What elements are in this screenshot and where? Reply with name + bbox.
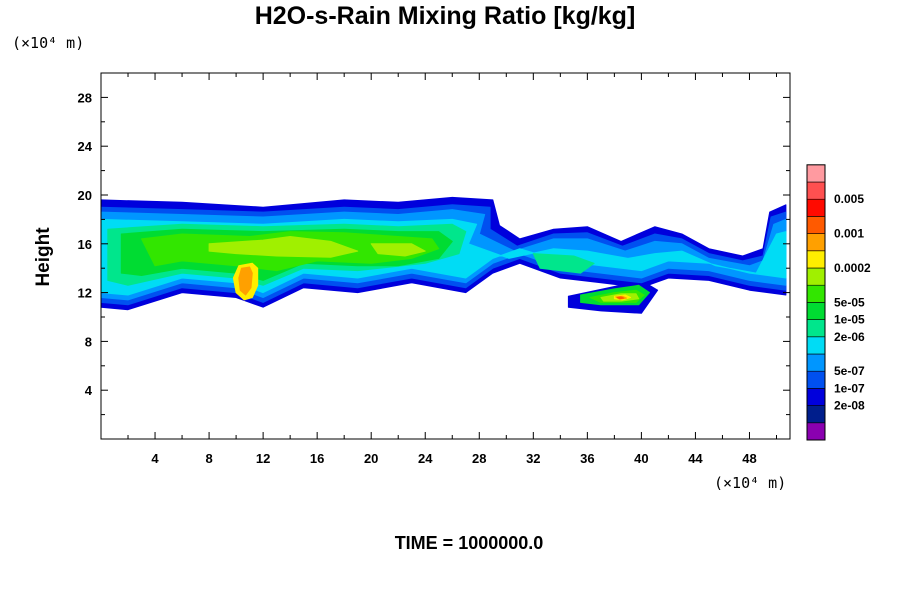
- colorbar-band: [806, 250, 826, 269]
- x-tick-label: 32: [526, 451, 540, 466]
- colorbar-band: [806, 181, 826, 200]
- x-axis-unit: (×10⁴ m): [714, 474, 786, 492]
- colorbar-label: 2e-06: [834, 330, 865, 344]
- colorbar-frame: [806, 164, 826, 441]
- x-tick-label: 4: [151, 451, 159, 466]
- colorbar-label: 1e-07: [834, 381, 865, 395]
- colorbar-band: [806, 302, 826, 320]
- y-tick-label: 16: [78, 237, 92, 252]
- colorbar-band: [806, 422, 826, 441]
- colorbar-label: 1e-05: [834, 313, 865, 327]
- y-tick-label: 20: [78, 188, 92, 203]
- colorbar-label: 2e-08: [834, 399, 865, 413]
- colorbar-band: [806, 353, 826, 372]
- x-tick-label: 8: [205, 451, 212, 466]
- colorbar-band: [806, 233, 826, 252]
- x-tick-label: 20: [364, 451, 378, 466]
- colorbar-band: [806, 267, 826, 286]
- contour-region-6: [532, 253, 595, 274]
- colorbar-band: [806, 164, 826, 183]
- y-axis-unit: (×10⁴ m): [12, 34, 84, 52]
- time-footer: TIME = 1000000.0: [395, 533, 544, 553]
- y-tick-label: 4: [85, 383, 93, 398]
- colorbar-band: [806, 216, 826, 234]
- x-tick-label: 40: [634, 451, 648, 466]
- colorbar-label: 5e-07: [834, 364, 865, 378]
- field-regions: [100, 196, 787, 314]
- plot-frame: [100, 72, 791, 440]
- colorbar-band: [806, 319, 826, 338]
- chart-title: H2O-s-Rain Mixing Ratio [kg/kg]: [255, 2, 636, 30]
- colorbar-band: [806, 388, 826, 406]
- colorbar-label: 0.001: [834, 227, 864, 241]
- colorbar-label: 5e-05: [834, 295, 865, 309]
- y-tick-label: 12: [78, 286, 92, 301]
- colorbar-band: [806, 336, 826, 355]
- x-tick-label: 12: [256, 451, 270, 466]
- colorbar-band: [806, 405, 826, 424]
- contour-region-16: [238, 266, 253, 296]
- contour-region-12: [370, 243, 426, 257]
- y-axis-label: Height: [33, 227, 54, 287]
- y-axis-ticks: 4 8 12 16 20 24 28: [78, 72, 790, 416]
- contour-region-18: [616, 296, 625, 300]
- x-tick-label: 28: [472, 451, 486, 466]
- x-tick-label: 24: [418, 451, 433, 466]
- colorbar-band: [806, 198, 826, 217]
- colorbar-label: 0.005: [834, 192, 864, 206]
- x-tick-label: 16: [310, 451, 324, 466]
- colorbar-band: [806, 370, 826, 389]
- x-tick-label: 44: [688, 451, 703, 466]
- colorbar-band: [806, 284, 826, 303]
- contour-region-11: [208, 236, 359, 258]
- y-tick-label: 24: [78, 139, 93, 154]
- colorbar-label: 0.0002: [834, 261, 871, 275]
- x-tick-label: 48: [742, 451, 756, 466]
- x-tick-label: 36: [580, 451, 594, 466]
- y-tick-label: 28: [78, 90, 92, 105]
- x-axis-ticks: 4 8 12 16 20 24 28 32 36 40 44 48: [127, 73, 777, 466]
- y-tick-label: 8: [85, 334, 92, 349]
- colorbar-legend: 2e-08 1e-07 5e-07 2e-06 1e-05 5e-05 0.0002 0.00…: [806, 164, 871, 441]
